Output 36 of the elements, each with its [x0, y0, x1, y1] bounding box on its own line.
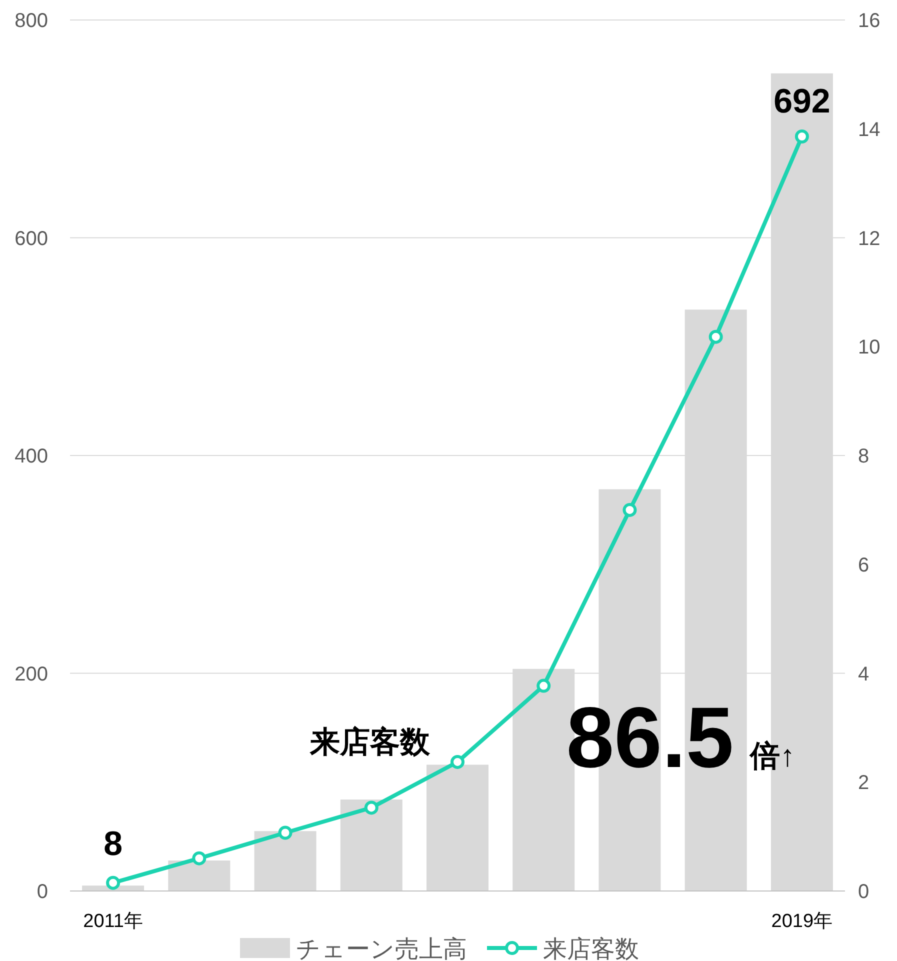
y2-tick-label: 8	[858, 446, 870, 468]
annotation: 来店客数	[309, 725, 431, 759]
y2-tick-label: 10	[858, 336, 880, 359]
y2-tick-label: 6	[858, 554, 870, 576]
bar	[426, 764, 488, 891]
y2-tick-label: 14	[858, 118, 880, 141]
point	[192, 851, 206, 866]
x-tick-label: 2019年	[771, 911, 833, 932]
point	[450, 754, 464, 769]
annotation: 86.5	[566, 690, 734, 786]
y-tick-label: 400	[14, 446, 48, 468]
y2-tick-label: 0	[858, 881, 870, 903]
bar	[340, 800, 402, 891]
y-tick-label: 200	[14, 663, 48, 686]
legend-label: 来店客数	[543, 936, 639, 961]
point	[708, 330, 723, 344]
y2-tick-label: 2	[858, 772, 870, 794]
y2-tick-label: 4	[858, 663, 870, 686]
y-tick-label: 800	[14, 10, 48, 32]
point	[536, 678, 551, 693]
annotation: 倍↑	[749, 740, 795, 773]
point	[106, 876, 120, 890]
y-tick-label: 600	[14, 228, 48, 250]
annotation: 692	[774, 82, 830, 120]
point	[622, 502, 637, 517]
point	[364, 800, 378, 815]
x-tick-label: 2011年	[83, 911, 143, 932]
point	[794, 129, 809, 144]
y-tick-label: 0	[36, 881, 48, 903]
bar	[168, 860, 230, 891]
point	[278, 826, 292, 840]
legend-label: チェーン売上高	[296, 936, 467, 961]
y2-tick-label: 12	[858, 228, 880, 250]
annotation: 8	[104, 824, 123, 863]
bar	[254, 831, 316, 891]
y2-tick-label: 16	[858, 10, 880, 32]
